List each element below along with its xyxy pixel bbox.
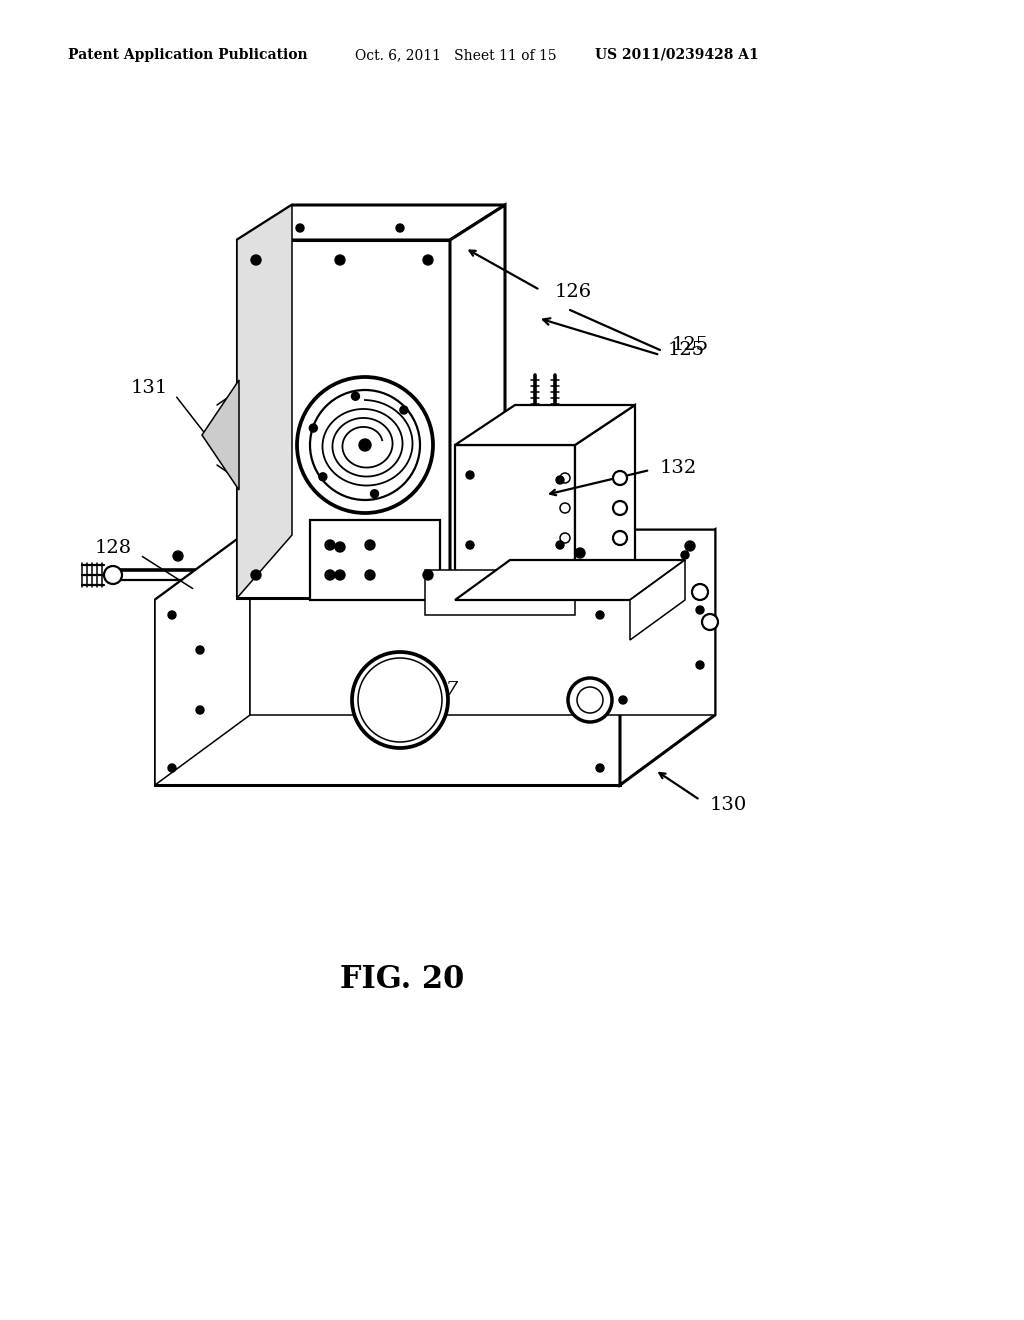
Circle shape [309, 424, 317, 432]
Circle shape [168, 611, 176, 619]
Circle shape [556, 541, 564, 549]
Circle shape [358, 657, 442, 742]
Polygon shape [455, 405, 635, 445]
Circle shape [335, 543, 345, 552]
Circle shape [423, 255, 433, 265]
Circle shape [173, 550, 183, 561]
Circle shape [251, 570, 261, 579]
Polygon shape [155, 531, 250, 785]
Polygon shape [575, 405, 635, 601]
Polygon shape [455, 560, 685, 601]
Circle shape [296, 224, 304, 232]
Polygon shape [237, 240, 450, 598]
Circle shape [596, 764, 604, 772]
Polygon shape [155, 531, 715, 601]
Circle shape [371, 490, 379, 498]
Circle shape [168, 764, 176, 772]
Circle shape [318, 473, 327, 480]
Circle shape [196, 706, 204, 714]
Text: 128: 128 [95, 539, 132, 557]
Circle shape [359, 440, 371, 451]
Circle shape [560, 533, 570, 543]
Polygon shape [237, 205, 292, 598]
Polygon shape [202, 380, 239, 490]
Circle shape [297, 378, 433, 513]
Circle shape [613, 531, 627, 545]
Circle shape [692, 583, 708, 601]
Text: 125: 125 [672, 337, 710, 354]
Circle shape [556, 477, 564, 484]
Circle shape [596, 611, 604, 619]
Circle shape [325, 570, 335, 579]
Circle shape [560, 503, 570, 513]
Text: FIG. 20: FIG. 20 [340, 965, 464, 995]
Text: 125: 125 [668, 341, 706, 359]
Polygon shape [425, 570, 575, 615]
Circle shape [702, 614, 718, 630]
Text: US 2011/0239428 A1: US 2011/0239428 A1 [595, 48, 759, 62]
Circle shape [365, 540, 375, 550]
Circle shape [696, 661, 705, 669]
Polygon shape [310, 520, 440, 601]
Circle shape [104, 566, 122, 583]
Circle shape [466, 471, 474, 479]
Circle shape [365, 570, 375, 579]
Polygon shape [237, 205, 505, 240]
Circle shape [613, 471, 627, 484]
Circle shape [351, 392, 359, 400]
Circle shape [352, 652, 449, 748]
Text: 126: 126 [555, 282, 592, 301]
Circle shape [575, 548, 585, 558]
Circle shape [396, 224, 404, 232]
Circle shape [196, 645, 204, 653]
Circle shape [681, 550, 689, 558]
Polygon shape [630, 560, 685, 640]
Circle shape [423, 570, 433, 579]
Circle shape [577, 686, 603, 713]
Circle shape [335, 570, 345, 579]
Circle shape [613, 502, 627, 515]
Polygon shape [455, 445, 575, 601]
Text: 131: 131 [131, 379, 168, 397]
Circle shape [685, 541, 695, 550]
Circle shape [466, 541, 474, 549]
Circle shape [560, 473, 570, 483]
Text: Oct. 6, 2011   Sheet 11 of 15: Oct. 6, 2011 Sheet 11 of 15 [355, 48, 557, 62]
Polygon shape [155, 601, 620, 785]
Text: 132: 132 [660, 459, 697, 477]
Text: 130: 130 [710, 796, 748, 814]
Circle shape [325, 540, 335, 550]
Text: Patent Application Publication: Patent Application Publication [68, 48, 307, 62]
Text: 127: 127 [422, 681, 459, 700]
Circle shape [568, 678, 612, 722]
Polygon shape [620, 531, 715, 785]
Circle shape [335, 255, 345, 265]
Circle shape [618, 696, 627, 704]
Polygon shape [450, 205, 505, 598]
Circle shape [251, 255, 261, 265]
Circle shape [696, 606, 705, 614]
Circle shape [400, 407, 408, 414]
Polygon shape [250, 531, 715, 715]
Circle shape [310, 389, 420, 500]
